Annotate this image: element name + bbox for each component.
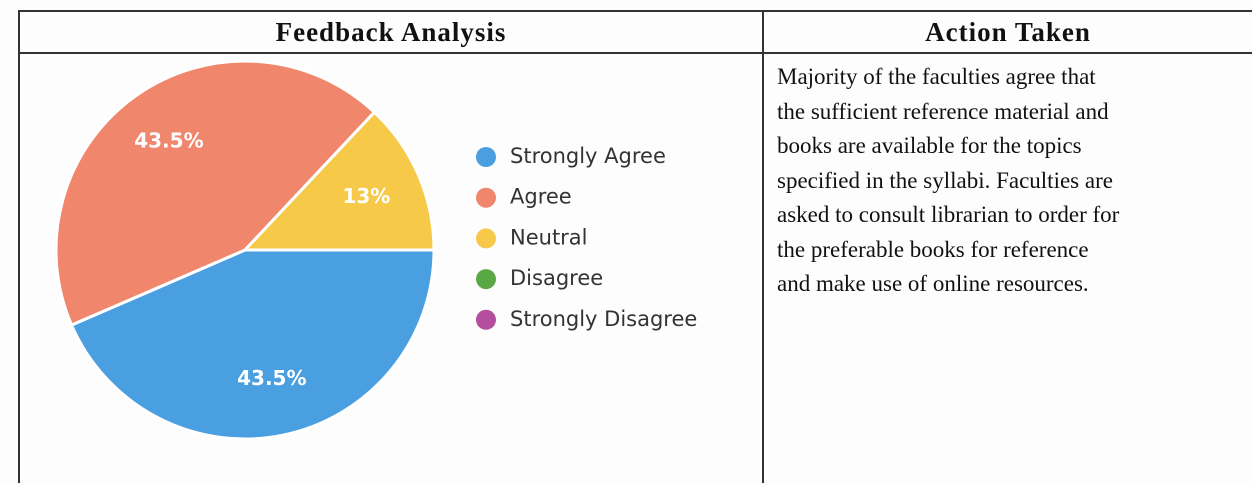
- data-label: 13%: [342, 184, 390, 208]
- text-line: books are available for the topics: [777, 133, 1082, 158]
- text-line: the preferable books for reference: [777, 236, 1089, 262]
- legend-label: Strongly Disagree: [510, 307, 697, 331]
- border: [18, 10, 1252, 12]
- text-line: asked to consult librarian to order for: [777, 202, 1120, 227]
- border: [18, 52, 1252, 54]
- legend-label: Neutral: [510, 225, 588, 249]
- pie-slice: [54, 59, 377, 328]
- legend-label: Agree: [510, 185, 572, 209]
- header: Feedback Analysis: [275, 17, 507, 47]
- border: [762, 10, 764, 483]
- text-line: and make use of online resources.: [777, 271, 1089, 296]
- pie-slice: [241, 110, 436, 252]
- action-text: Majority of the faculties agree that the …: [777, 60, 1119, 302]
- text-line: the sufficient reference material and: [777, 98, 1109, 124]
- chart: 43.5% 43.5% 13% Strongly Agree Agree Neutral D…: [54, 59, 697, 441]
- header: Action Taken: [925, 17, 1091, 47]
- legend-swatch: [476, 187, 496, 208]
- text-line: specified in the syllabi. Faculties are: [777, 167, 1113, 193]
- legend-swatch: [476, 269, 496, 290]
- legend-label: Strongly Agree: [510, 144, 666, 168]
- legend-label: Disagree: [510, 266, 603, 290]
- text-line: Majority of the faculties agree that: [777, 64, 1096, 89]
- border: [18, 10, 20, 483]
- data-label: 43.5%: [237, 366, 306, 390]
- legend-swatch: [476, 147, 496, 167]
- legend-swatch: [476, 228, 496, 249]
- pie-slice: [69, 248, 436, 441]
- legend-swatch: [476, 309, 496, 330]
- data-label: 43.5%: [134, 128, 203, 152]
